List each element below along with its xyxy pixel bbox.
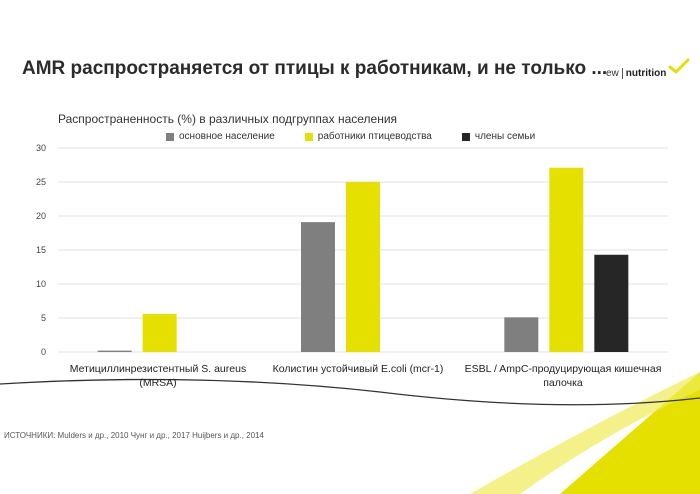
legend-swatch-yellow bbox=[304, 132, 313, 141]
sources-footnote: ИСТОЧНИКИ: Mulders и др., 2010 Чунг и др… bbox=[4, 431, 264, 440]
dark-swoosh-line bbox=[0, 378, 700, 406]
bar-1-series-1 bbox=[97, 350, 132, 352]
logo-ew-text: ew bbox=[606, 68, 619, 79]
y-tick-label: 30 bbox=[36, 143, 46, 153]
y-tick-label: 25 bbox=[36, 177, 46, 187]
category-label-ecoli: Колистин устойчивый E.coli (mcr-1) bbox=[272, 363, 444, 375]
bar-3-series-2 bbox=[549, 167, 584, 352]
logo-check-icon bbox=[668, 58, 690, 74]
y-tick-label: 5 bbox=[41, 313, 46, 323]
legend-swatch-gray bbox=[166, 132, 174, 141]
y-tick-label: 10 bbox=[36, 279, 46, 289]
legend-swatch-black bbox=[461, 132, 470, 141]
category-label-esbl: ESBL / AmpC-продуцирующая кишечная палоч… bbox=[464, 363, 662, 390]
logo-nutrition-text: nutrition bbox=[625, 68, 667, 79]
bar-1-series-2 bbox=[142, 313, 177, 352]
chart-legend: основное население работники птицеводств… bbox=[166, 131, 535, 142]
category-label-mrsa: Метициллинрезистентный S. aureus (MRSA) bbox=[69, 363, 247, 390]
slide-title: AMR распространяется от птицы к работник… bbox=[22, 58, 608, 79]
y-tick-label: 20 bbox=[36, 211, 46, 221]
logo-divider bbox=[621, 68, 623, 79]
legend-item-general-population: основное население bbox=[166, 131, 275, 142]
chart-title: Распространенность (%) в различных подгр… bbox=[58, 112, 398, 126]
bar-3-series-3 bbox=[594, 254, 629, 352]
legend-label: основное население bbox=[179, 131, 275, 142]
y-tick-label: 15 bbox=[36, 245, 46, 255]
bar-2-series-1 bbox=[301, 222, 335, 352]
bar-2-series-2 bbox=[346, 182, 380, 352]
bar-3-series-1 bbox=[504, 317, 539, 352]
y-tick-label: 0 bbox=[41, 347, 46, 357]
ew-nutrition-logo: ew nutrition bbox=[606, 58, 690, 79]
legend-item-poultry-workers: работники птицеводства bbox=[304, 131, 432, 142]
legend-item-family-members: члены семьи bbox=[461, 131, 536, 142]
legend-label: работники птицеводства bbox=[317, 131, 432, 142]
legend-label: члены семьи bbox=[474, 131, 536, 142]
